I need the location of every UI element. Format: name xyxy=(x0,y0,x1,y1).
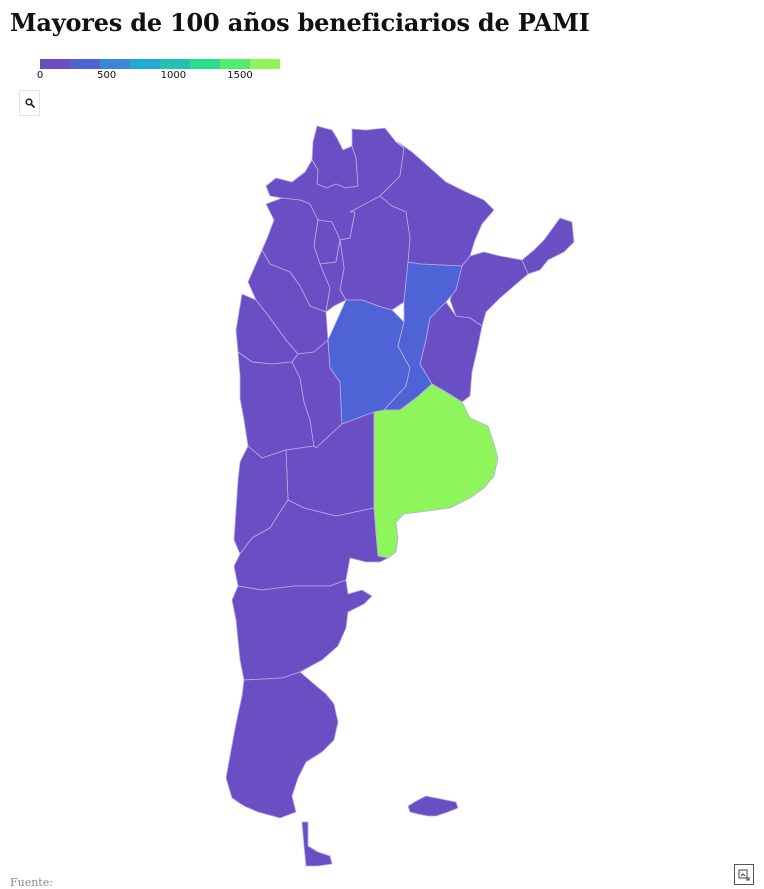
province-santa-cruz[interactable] xyxy=(225,671,339,819)
legend-swatch xyxy=(160,59,190,69)
province-buenos-aires[interactable] xyxy=(373,383,499,559)
province-santiago-del-estero[interactable] xyxy=(319,239,347,313)
legend-swatch xyxy=(190,59,220,69)
legend-ticks: 0 500 1000 1500 xyxy=(36,69,280,83)
legend-tick-label: 500 xyxy=(97,70,117,81)
map-title: Mayores de 100 años beneficiarios de PAM… xyxy=(10,8,590,37)
province-chubut[interactable] xyxy=(231,579,373,681)
province-islas-malvinas[interactable] xyxy=(407,795,459,817)
legend-color-bar xyxy=(40,59,280,69)
legend-swatch xyxy=(250,59,280,69)
color-legend: 0 500 1000 1500 xyxy=(36,59,280,83)
legend-swatch xyxy=(40,59,70,69)
province-corrientes[interactable] xyxy=(449,251,529,327)
legend-tick-label: 0 xyxy=(36,70,44,81)
legend-swatch xyxy=(100,59,130,69)
legend-tick-label: 1500 xyxy=(227,70,253,81)
province-tierra-del-fuego[interactable] xyxy=(301,821,333,867)
source-label: Fuente: xyxy=(10,876,53,889)
legend-swatch xyxy=(130,59,160,69)
legend-swatch xyxy=(70,59,100,69)
download-image-icon xyxy=(738,869,750,880)
legend-swatch xyxy=(220,59,250,69)
zoom-button[interactable] xyxy=(19,90,40,116)
province-jujuy[interactable] xyxy=(311,125,359,189)
province-misiones[interactable] xyxy=(521,217,575,275)
export-image-button[interactable] xyxy=(734,864,754,885)
legend-tick-label: 1000 xyxy=(160,70,187,81)
magnifier-icon xyxy=(24,98,35,108)
